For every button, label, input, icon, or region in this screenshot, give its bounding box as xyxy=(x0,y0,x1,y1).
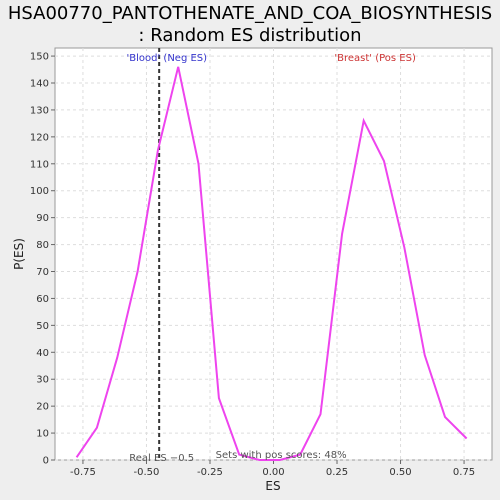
y-tick-label: 70 xyxy=(36,267,49,278)
x-tick-label: 0.00 xyxy=(262,467,284,478)
y-tick-label: 40 xyxy=(36,348,49,359)
y-tick-label: 50 xyxy=(36,321,49,332)
y-tick-label: 10 xyxy=(36,429,49,440)
y-tick-label: 30 xyxy=(36,375,49,386)
y-tick-label: 140 xyxy=(30,79,49,90)
axis-layer: 0 10 20 30 40 50 60 70 80 90 100 110 120 130 140 150 -0.… xyxy=(30,52,475,478)
es-distribution-line xyxy=(75,66,468,461)
y-tick-label: 20 xyxy=(36,402,49,413)
x-tick-label: 0.50 xyxy=(389,467,411,478)
x-tick-label: -0.50 xyxy=(134,467,160,478)
chart-title-line1: HSA00770_PANTOTHENATE_AND_COA_BIOSYNTHES… xyxy=(8,3,492,24)
y-tick-label: 0 xyxy=(43,456,49,467)
chart-title-line2: : Random ES distribution xyxy=(138,25,361,46)
pos-scores-label: Sets with pos scores: 48% xyxy=(216,450,347,461)
x-tick-label: 0.25 xyxy=(326,467,348,478)
y-tick-label: 150 xyxy=(30,52,49,63)
y-axis-label: P(ES) xyxy=(12,238,26,270)
y-tick-label: 80 xyxy=(36,240,49,251)
x-tick-label: 0.75 xyxy=(453,467,475,478)
pos-es-label: 'Breast' (Pos ES) xyxy=(334,53,416,64)
y-tick-label: 130 xyxy=(30,105,49,116)
y-tick-label: 60 xyxy=(36,294,49,305)
real-es-label: Real ES −0.5 xyxy=(129,453,194,464)
y-tick-label: 90 xyxy=(36,213,49,224)
y-tick-label: 120 xyxy=(30,132,49,143)
grid-layer xyxy=(55,48,492,461)
y-tick-label: 100 xyxy=(30,186,49,197)
x-tick-label: -0.75 xyxy=(70,467,96,478)
neg-es-label: 'Blood' (Neg ES) xyxy=(127,53,208,64)
x-tick-label: -0.25 xyxy=(197,467,223,478)
y-tick-label: 110 xyxy=(30,159,49,170)
x-axis-label: ES xyxy=(265,479,280,493)
